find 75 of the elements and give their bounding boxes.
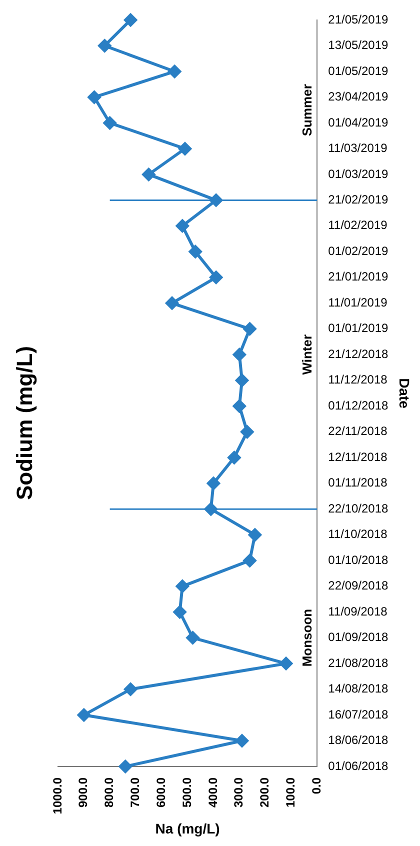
y-tick-label: 01/02/2019 [328,244,389,258]
x-tick-label: 400.0 [206,777,220,808]
point [235,374,248,387]
text: Sodium (mg/L) [12,346,38,500]
x-tick-label: 600.0 [154,777,168,808]
y-tick-label: 12/11/2018 [328,450,388,464]
x-tick-label: 500.0 [180,777,194,808]
y-tick-label: 22/11/2018 [328,424,388,438]
point [124,682,138,696]
y-tick-label: 01/09/2018 [328,630,389,644]
x-tick-label: 0.0 [309,777,324,794]
x-axis-title: Na (mg/L) [155,820,220,836]
point [232,348,246,362]
point [88,90,101,104]
y-tick-label: 01/05/2019 [328,64,389,78]
point [240,425,254,438]
point [178,142,192,156]
x-tick-label: 700.0 [128,777,142,808]
y-tick-label: 14/08/2018 [328,682,389,696]
y-tick-label: 01/11/2018 [328,476,388,490]
point [228,451,241,464]
y-tick-label: 11/02/2019 [328,218,388,232]
point [176,219,189,232]
point [210,270,223,284]
point [118,760,132,773]
point [243,554,256,568]
annotation: Monsoon [300,608,315,667]
point [176,580,189,593]
x-tick-label: 900.0 [76,777,90,808]
y-tick-label: 21/01/2019 [328,270,389,284]
annotation: Winter [300,334,315,375]
y-axis-title: Date [396,378,413,409]
x-tick-label: 1000.0 [50,777,64,814]
y-tick-label: 01/10/2018 [328,552,389,567]
point [142,168,156,181]
x-tick-label: 800.0 [102,777,116,808]
y-tick-label: 11/10/2018 [328,527,388,542]
x-tick-label: 200.0 [258,777,272,808]
annotation: Summer [300,84,315,136]
point [232,400,246,413]
point [206,476,220,490]
y-tick-label: 21/05/2019 [328,12,389,26]
y-tick-label: 13/05/2019 [328,38,389,52]
y-tick-label: 16/07/2018 [328,707,389,722]
point [103,116,116,130]
point [280,657,293,670]
y-tick-label: 21/08/2018 [328,656,389,670]
point [186,631,200,644]
y-tick-label: 11/01/2019 [328,295,388,310]
y-tick-label: 11/12/2018 [328,372,388,387]
y-tick-label: 01/06/2018 [328,758,389,773]
y-tick-label: 23/04/2019 [328,90,389,104]
x-tick-label: 100.0 [284,777,298,808]
y-tick-label: 22/10/2018 [328,501,389,516]
point [98,39,112,52]
y-tick-label: 11/09/2018 [328,604,388,618]
y-tick-label: 01/01/2019 [328,321,389,336]
y-tick-label: 22/09/2018 [328,578,389,593]
y-tick-label: 18/06/2018 [328,733,389,748]
point [188,245,202,258]
point [124,14,138,26]
point [168,64,182,78]
x-tick-label: 300.0 [232,777,246,808]
y-tick-label: 01/12/2018 [328,398,389,412]
y-tick-label: 11/03/2019 [328,141,388,156]
point [248,528,262,542]
point [77,708,90,722]
y-tick-label: 21/02/2019 [328,192,389,206]
y-tick-label: 01/04/2019 [328,115,389,130]
point [235,734,248,748]
y-tick-label: 01/03/2019 [328,166,389,181]
point [243,322,256,336]
point [173,606,186,619]
y-tick-label: 21/12/2018 [328,346,389,361]
point [166,296,179,310]
